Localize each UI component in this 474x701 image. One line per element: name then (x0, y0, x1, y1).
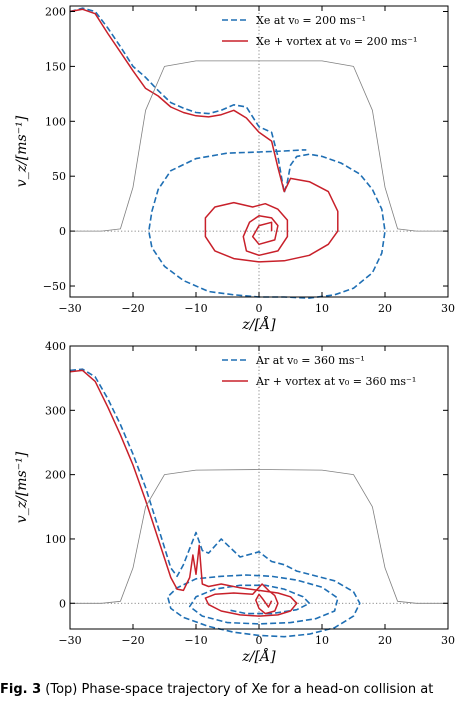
x-axis-label: z/[Å] (241, 315, 276, 333)
y-tick-label: 200 (45, 469, 66, 482)
x-tick-label: 10 (315, 634, 329, 647)
chart-panel-2: −30 −20 −10 0 10 20 300100200300400z/[Å]v_z/[m… (14, 340, 455, 665)
series-line-1 (69, 7, 386, 299)
y-tick-label: 0 (59, 225, 66, 238)
legend-entry: Ar + vortex at v₀ = 360 ms⁻¹ (255, 375, 416, 388)
x-tick-label: −20 (121, 634, 144, 647)
legend-entry: Ar at v₀ = 360 ms⁻¹ (255, 354, 365, 367)
legend-entry: Xe at v₀ = 200 ms⁻¹ (256, 14, 366, 27)
potential-profile-line (70, 60, 448, 232)
x-tick-label: −30 (58, 302, 81, 315)
y-tick-label: 50 (52, 170, 66, 183)
y-axis-label: v_z/[ms⁻¹] (14, 115, 30, 187)
series-line-1 (69, 368, 361, 638)
x-tick-label: 0 (256, 634, 263, 647)
x-tick-label: 0 (256, 302, 263, 315)
y-tick-label: 100 (45, 115, 66, 128)
series-line-2 (69, 8, 339, 263)
caption-text: (Top) Phase-space trajectory of Xe for a… (45, 682, 434, 697)
x-tick-label: −30 (58, 634, 81, 647)
x-tick-label: 20 (378, 302, 392, 315)
y-tick-label: −50 (43, 280, 66, 293)
potential-profile-line (70, 469, 448, 604)
figure-caption: Fig. 3 (Top) Phase-space trajectory of X… (0, 682, 474, 697)
x-tick-label: −10 (184, 302, 207, 315)
y-tick-label: 0 (59, 597, 66, 610)
y-tick-label: 150 (45, 60, 66, 73)
x-axis-label: z/[Å] (241, 647, 276, 665)
y-tick-label: 200 (45, 5, 66, 18)
x-tick-label: 30 (441, 302, 455, 315)
y-tick-label: 400 (45, 340, 66, 353)
x-tick-label: 30 (441, 634, 455, 647)
x-tick-label: 20 (378, 634, 392, 647)
x-tick-label: −20 (121, 302, 144, 315)
x-tick-label: 10 (315, 302, 329, 315)
x-tick-label: −10 (184, 634, 207, 647)
series-line-2 (69, 369, 298, 617)
chart-panel-1: −30 −20 −10 0 10 20 30 −50 0 50 100 150 200 z/[Å] v_z/… (14, 5, 455, 333)
y-axis-label: v_z/[ms⁻¹] (14, 451, 30, 523)
y-tick-label: 300 (45, 404, 66, 417)
y-tick-label: 100 (45, 533, 66, 546)
caption-label: Fig. 3 (0, 682, 42, 697)
legend-entry: Xe + vortex at v₀ = 200 ms⁻¹ (256, 35, 417, 48)
